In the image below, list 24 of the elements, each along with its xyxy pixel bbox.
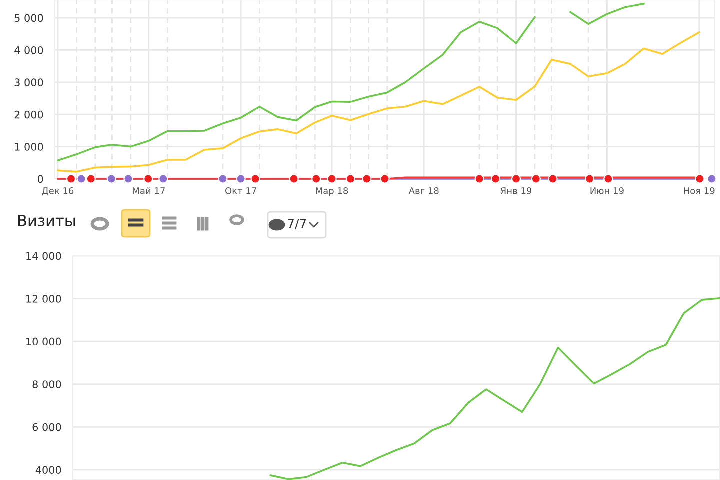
x-tick-label: Авг 18 — [408, 187, 439, 194]
x-tick-label: Июн 19 — [590, 187, 624, 194]
line-series — [57, 32, 700, 173]
x-tick-label: Янв 19 — [500, 187, 532, 194]
x-tick-label: Дек 16 — [42, 187, 74, 196]
chart-title: Визиты — [18, 215, 76, 226]
y-tick-label: 1 000 — [15, 143, 44, 151]
line-series — [270, 297, 720, 480]
y-tick-label: 8 000 — [32, 380, 62, 388]
x-tick-label: Окт 17 — [225, 187, 256, 194]
x-tick-label: Май 17 — [133, 187, 165, 194]
y-tick-label: 12 000 — [26, 295, 62, 303]
y-tick-label: 10 000 — [26, 338, 62, 346]
text: 7/7 — [288, 219, 306, 230]
x-tick-label: Ноя 19 — [684, 187, 715, 194]
y-tick-label: 5 000 — [14, 14, 44, 22]
y-tick-label: 6 000 — [32, 423, 62, 432]
x-tick-label: Мар 18 — [316, 187, 348, 196]
y-tick-label: 0 — [38, 175, 44, 184]
y-tick-label: 14 000 — [26, 252, 62, 260]
y-tick-label: 2 000 — [14, 110, 44, 119]
y-tick-label: 4000 — [36, 466, 62, 474]
y-tick-label: 3 000 — [14, 78, 44, 87]
y-tick-label: 4 000 — [14, 46, 44, 54]
